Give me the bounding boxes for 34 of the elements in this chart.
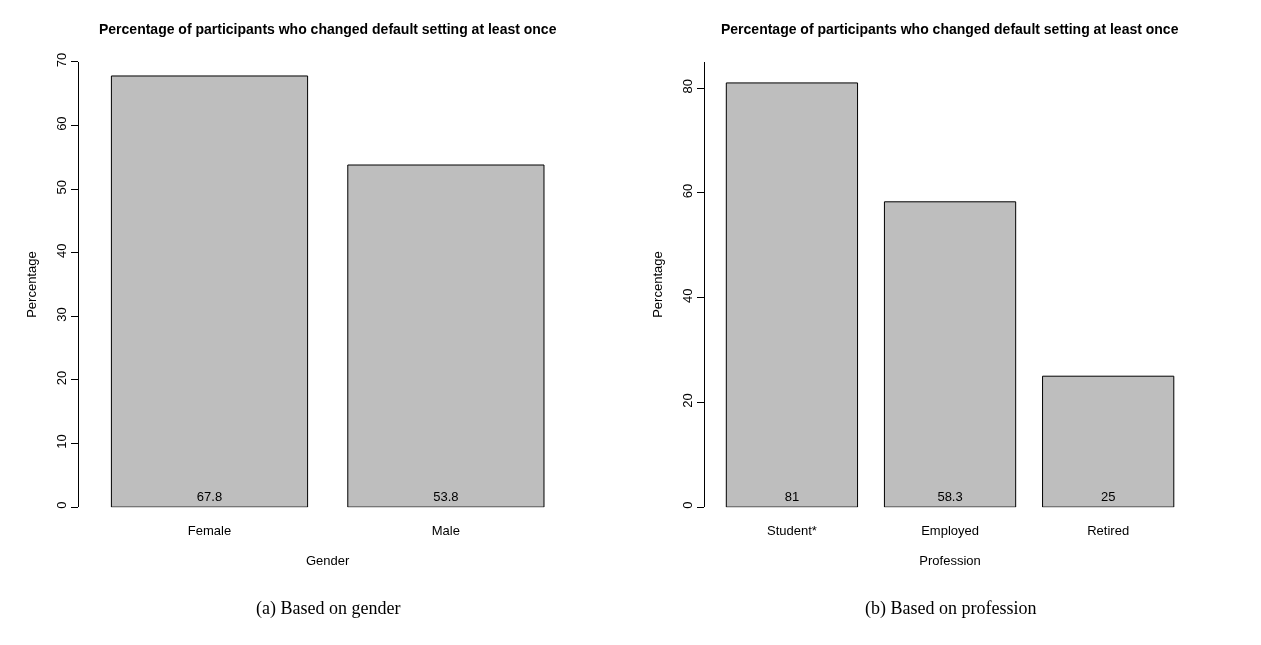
x-tick-label: Female <box>187 523 232 539</box>
y-tick-label: 0 <box>54 501 70 509</box>
y-tick-label: 20 <box>54 370 70 386</box>
x-tick-label: Employed <box>921 523 979 539</box>
bar <box>725 82 859 508</box>
y-tick-label: 80 <box>679 78 695 94</box>
y-tick-label: 10 <box>54 434 70 449</box>
bar <box>1042 375 1175 508</box>
data-label: 53.8 <box>433 489 459 505</box>
data-label: 67.8 <box>196 489 223 505</box>
x-axis-title: Gender <box>306 552 351 568</box>
y-tick-label: 70 <box>54 52 70 68</box>
chart-title: Percentage of participants who changed default setting at least once <box>99 21 557 37</box>
y-tick-label: 20 <box>679 393 695 408</box>
x-tick-label: Student* <box>766 523 817 539</box>
x-tick-label: Male <box>431 523 460 539</box>
y-axis-title: Percentage <box>24 251 40 318</box>
y-tick-label: 50 <box>54 179 70 195</box>
text: (b) Based on profession <box>865 598 1037 619</box>
x-tick-label: Retired <box>1087 523 1130 539</box>
y-tick-label: 0 <box>679 501 695 509</box>
x-axis-title: Profession <box>919 552 981 568</box>
y-tick-label: 60 <box>679 183 695 199</box>
y-tick-label: 40 <box>679 288 695 303</box>
data-label: 81 <box>784 489 800 505</box>
bar <box>883 201 1017 508</box>
data-label: 58.3 <box>937 489 963 505</box>
data-label: 25 <box>1100 489 1116 505</box>
y-axis-title: Percentage <box>649 251 665 318</box>
chart-title: Percentage of participants who changed default setting at least once <box>721 21 1179 37</box>
y-tick-label: 60 <box>54 116 70 131</box>
y-tick-label: 30 <box>54 307 70 322</box>
y-tick-label: 40 <box>54 243 70 259</box>
text: (a) Based on gender <box>256 598 401 619</box>
